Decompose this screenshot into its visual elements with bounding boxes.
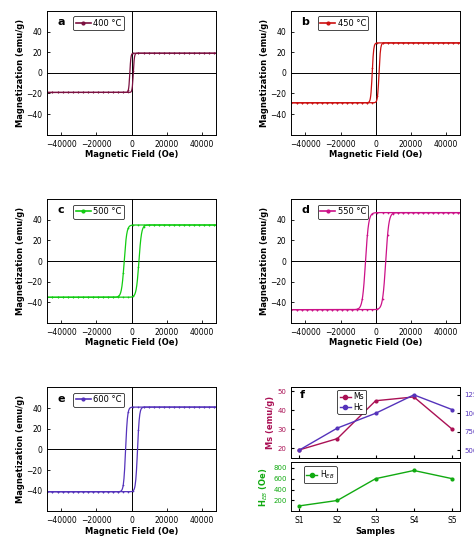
Y-axis label: Magnetization (emu/g): Magnetization (emu/g) [260,18,269,127]
Text: d: d [301,206,310,215]
Text: e: e [57,394,65,404]
Legend: 550 °C: 550 °C [318,205,368,219]
Legend: H$_{EB}$: H$_{EB}$ [304,466,337,483]
Y-axis label: Magnetization (emu/g): Magnetization (emu/g) [16,207,25,315]
X-axis label: Magnetic Field (Oe): Magnetic Field (Oe) [329,338,422,347]
X-axis label: Magnetic Field (Oe): Magnetic Field (Oe) [85,150,178,159]
X-axis label: Magnetic Field (Oe): Magnetic Field (Oe) [329,150,422,159]
Y-axis label: Magnetization (emu/g): Magnetization (emu/g) [260,207,269,315]
Text: b: b [301,17,310,27]
Legend: 600 °C: 600 °C [73,393,125,407]
Text: c: c [57,206,64,215]
Legend: 500 °C: 500 °C [73,205,124,219]
Y-axis label: Ms (emu/g): Ms (emu/g) [266,396,275,449]
Y-axis label: Magnetization (emu/g): Magnetization (emu/g) [16,18,25,127]
X-axis label: Magnetic Field (Oe): Magnetic Field (Oe) [85,338,178,347]
Y-axis label: Magnetization (emu/g): Magnetization (emu/g) [16,395,25,504]
Y-axis label: H$_{EB}$ (Oe): H$_{EB}$ (Oe) [258,467,270,506]
Legend: 400 °C: 400 °C [73,16,124,30]
Legend: Ms, Hc: Ms, Hc [337,390,366,414]
Text: a: a [57,17,65,27]
X-axis label: Samples: Samples [356,527,396,536]
X-axis label: Magnetic Field (Oe): Magnetic Field (Oe) [85,527,178,536]
Legend: 450 °C: 450 °C [318,16,368,30]
Text: f: f [300,390,305,400]
